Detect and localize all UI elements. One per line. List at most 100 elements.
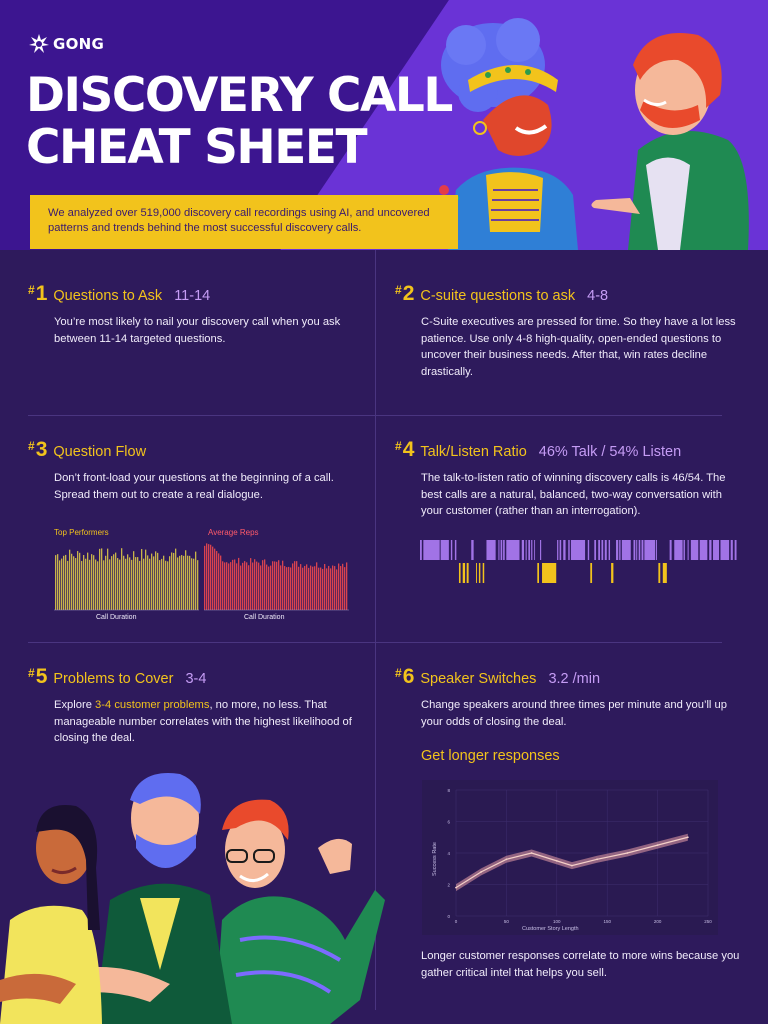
x-tick-label: 50 (504, 919, 510, 924)
average-reps-bar (322, 568, 324, 610)
panel-label-top-performers: Top Performers (54, 528, 109, 537)
top-performers-bar (69, 549, 71, 610)
average-reps-bar (268, 566, 270, 610)
average-reps-bar (296, 561, 298, 610)
top-performers-bar (183, 555, 185, 610)
tip-stat: 4-8 (587, 288, 609, 304)
top-performers-bar (189, 555, 191, 610)
average-reps-bar (210, 544, 212, 610)
tip-stat: 46% Talk / 54% Listen (538, 444, 682, 460)
confidence-band (456, 833, 688, 892)
average-reps-bar (312, 566, 314, 610)
page-title: DISCOVERY CALL CHEAT SHEET (26, 68, 453, 174)
average-reps-bar (342, 563, 344, 610)
average-reps-bar (298, 566, 300, 610)
average-reps-bar (254, 559, 256, 610)
talk-stripe (590, 563, 593, 583)
listen-stripe (570, 540, 586, 560)
talk-stripe (662, 563, 667, 583)
average-reps-bar (264, 559, 266, 610)
average-reps-bar (274, 561, 276, 610)
top-performers-bar (73, 556, 75, 610)
responses-caption: Longer customer responses correlate to m… (421, 950, 740, 979)
y-tick-label: 0 (447, 914, 450, 919)
top-performers-bar (99, 548, 101, 610)
tip-number: #4 (395, 438, 415, 461)
data-point (530, 852, 533, 854)
listen-stripe (540, 540, 542, 560)
top-performers-bar (175, 548, 177, 610)
burst-icon (29, 34, 49, 53)
listen-stripe (498, 540, 500, 560)
top-performers-bar (177, 557, 179, 610)
top-performers-bar (113, 554, 115, 610)
top-performers-bar (147, 555, 149, 610)
average-reps-bar (330, 568, 332, 610)
average-reps-bar (284, 566, 286, 610)
top-performers-bar (153, 556, 155, 610)
top-performers-bar (157, 552, 159, 610)
top-performers-bar (131, 559, 133, 610)
y-tick-label: 6 (447, 820, 450, 825)
tip-title: Problems to Cover (53, 671, 174, 687)
top-performers-bar (83, 555, 85, 610)
listen-stripe (531, 540, 533, 560)
top-performers-bars (55, 548, 199, 610)
talk-stripe (466, 563, 469, 583)
tip-body: Explore 3-4 customer problems, no more, … (54, 699, 352, 744)
top-performers-bar (107, 548, 109, 610)
gong-logo: GONG (29, 34, 104, 54)
top-performers-bar (135, 557, 137, 610)
average-reps-bar (206, 543, 208, 610)
average-reps-bar (250, 558, 252, 610)
talk-stripe (458, 563, 461, 583)
top-performers-bar (145, 549, 147, 610)
tip-1-questions-to-ask: #1 Questions to Ask 11-14 You’re most li… (28, 282, 358, 347)
average-reps-bar (338, 563, 340, 610)
average-reps-bar (304, 565, 306, 610)
tip-5-problems-to-cover: #5 Problems to Cover 3-4 Explore 3-4 cus… (28, 665, 363, 747)
talk-listen-stripe-chart (420, 540, 737, 583)
listen-stripe (454, 540, 457, 560)
average-reps-bar (226, 562, 228, 610)
average-reps-bar (246, 562, 248, 610)
top-performers-bar (187, 555, 189, 610)
tip-title: Talk/Listen Ratio (420, 444, 527, 460)
listen-stripe (486, 540, 496, 560)
top-performers-bar (71, 553, 73, 610)
talk-stripe (537, 563, 540, 583)
top-performers-bar (75, 558, 77, 610)
talk-stripe (611, 563, 614, 583)
grid-divider-row-2-left (28, 642, 375, 643)
tip-body: The talk-to-listen ratio of winning disc… (421, 472, 726, 517)
listen-stripe (568, 540, 570, 560)
listen-stripe (616, 540, 619, 560)
chart-background (422, 780, 718, 935)
y-axis-label: Success Rate (432, 842, 438, 876)
top-performers-bar (179, 555, 181, 610)
team-illustration (0, 773, 385, 1024)
tip-body: C-Suite executives are pressed for time.… (421, 316, 736, 378)
responses-title: Get longer responses (421, 748, 560, 764)
data-points (455, 836, 689, 889)
average-reps-bar (282, 560, 284, 610)
top-performers-bar (79, 552, 81, 610)
listen-stripe (503, 540, 505, 560)
data-point (686, 836, 689, 839)
title-line-1: DISCOVERY CALL (26, 68, 453, 123)
top-performers-bar (171, 552, 173, 610)
top-performers-bar (195, 551, 197, 610)
x-tick-label: 100 (553, 919, 561, 924)
top-performers-bar (103, 560, 105, 610)
average-reps-bar (276, 561, 278, 610)
average-reps-bar (306, 564, 308, 610)
data-point (656, 844, 659, 847)
listen-stripe (594, 540, 597, 560)
listen-stripe (669, 540, 672, 560)
top-performers-bar (121, 548, 123, 610)
average-reps-bar (292, 563, 294, 610)
tip-number: #6 (395, 665, 415, 688)
top-performers-bar (143, 558, 145, 610)
average-reps-bar (288, 566, 290, 610)
talk-stripes (458, 563, 667, 583)
